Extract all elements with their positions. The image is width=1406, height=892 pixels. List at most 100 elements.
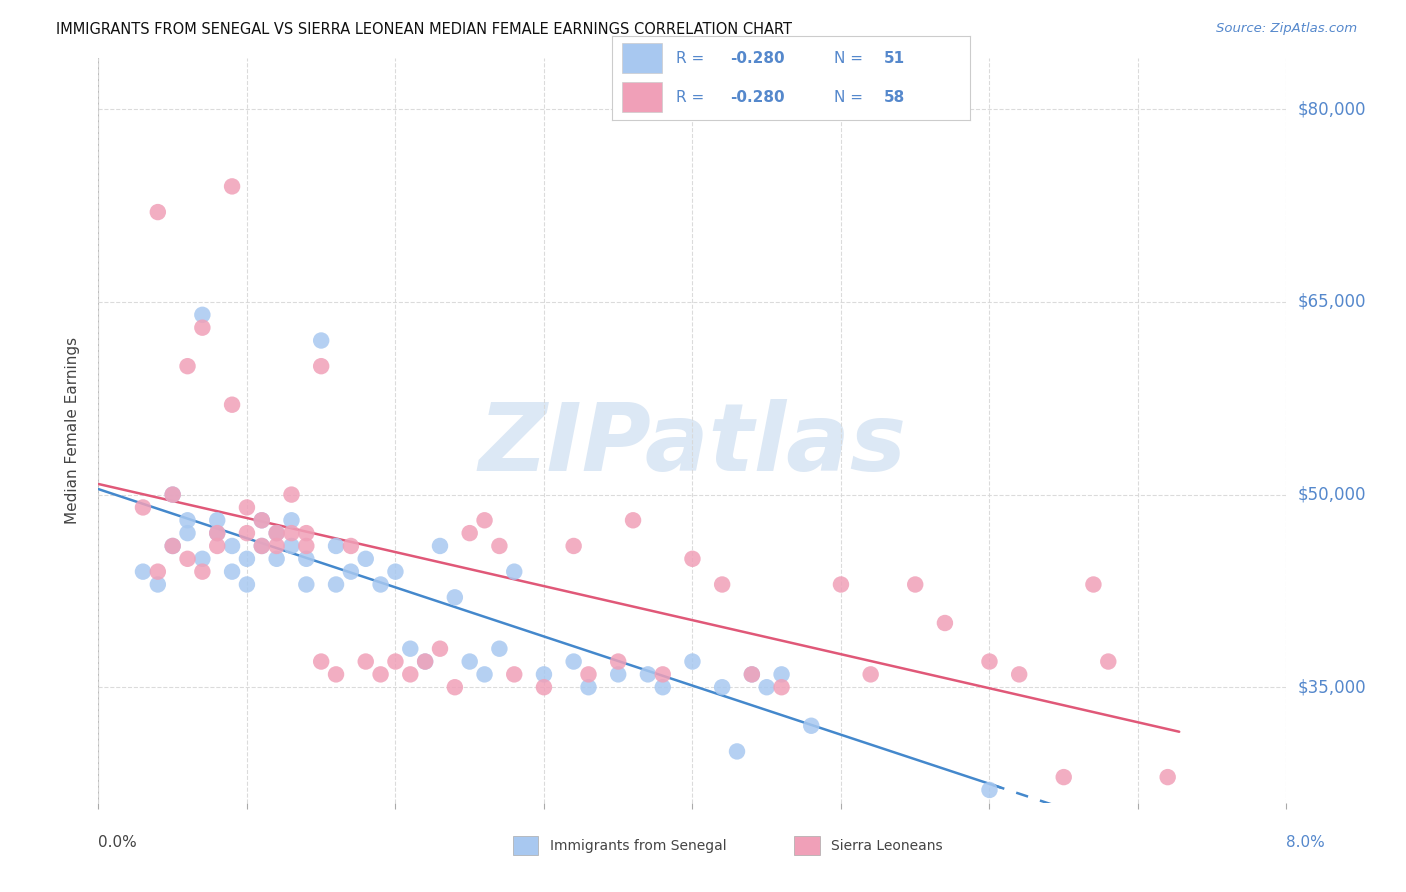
Point — [250, 513, 273, 527]
Text: 0.0%: 0.0% — [98, 836, 138, 850]
Text: 58: 58 — [884, 89, 905, 104]
Point — [607, 655, 630, 669]
Point — [236, 577, 259, 591]
Point — [711, 680, 734, 694]
Text: $50,000: $50,000 — [1298, 485, 1367, 504]
Point — [176, 359, 198, 374]
Point — [621, 513, 644, 527]
Bar — [623, 44, 662, 73]
Bar — [623, 82, 662, 112]
Point — [1156, 770, 1178, 784]
Point — [800, 719, 823, 733]
Point — [207, 539, 229, 553]
Point — [266, 551, 288, 566]
Point — [399, 641, 422, 656]
Text: Source: ZipAtlas.com: Source: ZipAtlas.com — [1216, 22, 1357, 36]
Point — [444, 591, 467, 605]
Point — [309, 359, 332, 374]
Point — [1053, 770, 1076, 784]
Text: $65,000: $65,000 — [1298, 293, 1367, 311]
Point — [207, 513, 229, 527]
Point — [755, 680, 778, 694]
Point — [429, 539, 451, 553]
Point — [325, 667, 347, 681]
Point — [162, 487, 184, 501]
Text: $80,000: $80,000 — [1298, 100, 1367, 119]
Point — [266, 526, 288, 541]
Point — [859, 667, 882, 681]
Point — [295, 577, 318, 591]
Point — [191, 551, 214, 566]
Point — [266, 539, 288, 553]
Text: 8.0%: 8.0% — [1286, 836, 1326, 850]
Point — [146, 565, 169, 579]
Point — [132, 500, 155, 515]
Text: -0.280: -0.280 — [730, 51, 785, 66]
Text: N =: N = — [834, 89, 868, 104]
Point — [681, 551, 703, 566]
Text: N =: N = — [834, 51, 868, 66]
Text: -0.280: -0.280 — [730, 89, 785, 104]
Point — [295, 539, 318, 553]
Point — [904, 577, 927, 591]
Point — [458, 655, 481, 669]
Point — [325, 539, 347, 553]
Point — [295, 551, 318, 566]
Point — [191, 308, 214, 322]
Point — [191, 565, 214, 579]
Point — [533, 667, 555, 681]
Point — [221, 539, 243, 553]
Point — [474, 667, 496, 681]
Point — [207, 526, 229, 541]
Y-axis label: Median Female Earnings: Median Female Earnings — [65, 337, 80, 524]
Point — [979, 655, 1001, 669]
Point — [207, 526, 229, 541]
Point — [280, 539, 302, 553]
Point — [280, 526, 302, 541]
Point — [830, 577, 852, 591]
Text: R =: R = — [676, 89, 709, 104]
Text: 51: 51 — [884, 51, 905, 66]
Point — [236, 526, 259, 541]
Point — [651, 680, 673, 694]
Point — [413, 655, 436, 669]
Point — [309, 655, 332, 669]
Point — [607, 667, 630, 681]
Point — [651, 667, 673, 681]
Point — [578, 680, 600, 694]
Text: Immigrants from Senegal: Immigrants from Senegal — [550, 838, 727, 853]
Point — [741, 667, 763, 681]
Point — [221, 179, 243, 194]
Text: IMMIGRANTS FROM SENEGAL VS SIERRA LEONEAN MEDIAN FEMALE EARNINGS CORRELATION CHA: IMMIGRANTS FROM SENEGAL VS SIERRA LEONEA… — [56, 22, 792, 37]
Point — [176, 551, 198, 566]
Point — [503, 565, 526, 579]
Point — [458, 526, 481, 541]
Point — [979, 783, 1001, 797]
Point — [725, 744, 748, 758]
Point — [250, 513, 273, 527]
Text: R =: R = — [676, 51, 709, 66]
Text: ZIPatlas: ZIPatlas — [478, 400, 907, 491]
Point — [146, 205, 169, 219]
Point — [741, 667, 763, 681]
Point — [533, 680, 555, 694]
Point — [578, 667, 600, 681]
Point — [1097, 655, 1119, 669]
Text: $35,000: $35,000 — [1298, 678, 1367, 697]
Point — [429, 641, 451, 656]
Point — [637, 667, 659, 681]
Point — [503, 667, 526, 681]
Point — [132, 565, 155, 579]
Point — [340, 565, 363, 579]
Point — [681, 655, 703, 669]
Point — [562, 655, 585, 669]
Point — [340, 539, 363, 553]
Point — [280, 513, 302, 527]
Point — [250, 539, 273, 553]
Point — [250, 539, 273, 553]
Point — [295, 526, 318, 541]
Point — [711, 577, 734, 591]
Point — [370, 577, 392, 591]
Point — [370, 667, 392, 681]
Point — [488, 539, 510, 553]
